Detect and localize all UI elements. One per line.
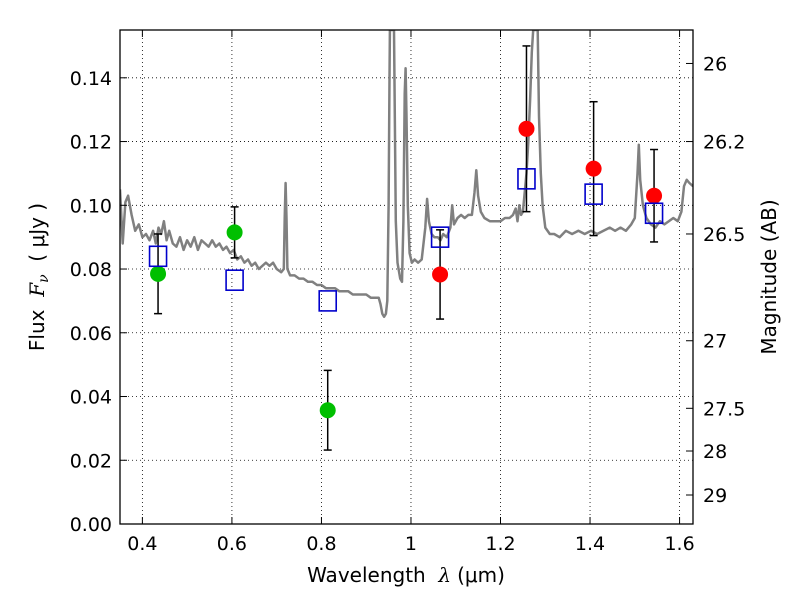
x-tick-label: 1.6 bbox=[664, 533, 694, 555]
y-tick-label: 0.08 bbox=[70, 259, 112, 281]
y-axis-title-unit: ( μJy ) bbox=[25, 203, 49, 275]
data-point-circle bbox=[646, 187, 663, 204]
y-tick-label: 0.14 bbox=[70, 68, 112, 90]
x-axis-title-prefix: Wavelength bbox=[307, 563, 438, 587]
right-tick-label: 26 bbox=[703, 53, 727, 75]
model-point-square bbox=[644, 202, 664, 225]
x-axis-title-unit: (μm) bbox=[457, 563, 505, 587]
x-axis-ticks: 0.4 0.6 0.8 1 1.2 1.4 1.6 bbox=[127, 30, 695, 555]
spectrum-layer bbox=[120, 30, 693, 319]
right-axis-ticks: 26 26.2 26.5 27 27.5 28 29 bbox=[686, 53, 745, 507]
right-tick-label: 29 bbox=[703, 485, 727, 507]
data-point-circle bbox=[150, 265, 167, 282]
model-point-square bbox=[517, 168, 536, 190]
y-axis-title: Flux Fν ( μJy ) bbox=[25, 203, 52, 351]
data-point-circle bbox=[432, 266, 449, 283]
y-tick-label: 0.02 bbox=[70, 450, 112, 472]
right-tick-label: 27 bbox=[703, 331, 727, 353]
data-point-circle bbox=[518, 120, 535, 137]
x-axis-title-variable: λ bbox=[437, 563, 451, 587]
data-point-circle bbox=[226, 224, 243, 241]
y-axis-title-subscript: ν bbox=[36, 274, 52, 283]
right-tick-label: 27.5 bbox=[703, 398, 745, 420]
data-point-circle bbox=[585, 160, 602, 177]
y-axis-title-prefix: Flux bbox=[25, 297, 49, 351]
right-tick-label: 26.5 bbox=[703, 224, 745, 246]
x-tick-label: 1.4 bbox=[575, 533, 605, 555]
right-tick-label: 28 bbox=[703, 441, 727, 463]
y-tick-label: 0.10 bbox=[70, 195, 112, 217]
right-tick-label: 26.2 bbox=[703, 132, 745, 154]
x-tick-label: 0.4 bbox=[127, 533, 157, 555]
model-point-square bbox=[584, 183, 603, 205]
x-axis-title: Wavelength λ (μm) bbox=[307, 563, 505, 587]
model-point-square bbox=[318, 290, 338, 312]
x-tick-label: 1 bbox=[405, 533, 417, 555]
x-tick-label: 1.2 bbox=[485, 533, 515, 555]
model-spectrum-line bbox=[120, 30, 693, 319]
y-tick-label: 0.06 bbox=[70, 323, 112, 345]
plot-frame bbox=[119, 29, 694, 525]
marker-layer bbox=[148, 120, 664, 419]
model-point-square bbox=[430, 226, 450, 248]
y-tick-label: 0.00 bbox=[70, 514, 112, 536]
model-point-square bbox=[148, 245, 168, 268]
y-tick-label: 0.04 bbox=[70, 387, 112, 409]
y-axis-ticks: 0.00 0.02 0.04 0.06 0.08 0.10 0.12 0.14 bbox=[70, 68, 127, 536]
y-axis-title-variable: F bbox=[25, 282, 49, 298]
x-tick-label: 0.6 bbox=[217, 533, 247, 555]
model-point-square bbox=[225, 269, 244, 291]
x-tick-label: 0.8 bbox=[306, 533, 336, 555]
data-point-circle bbox=[319, 402, 336, 419]
right-axis-title: Magnitude (AB) bbox=[757, 199, 781, 354]
y-tick-label: 0.12 bbox=[70, 132, 112, 154]
